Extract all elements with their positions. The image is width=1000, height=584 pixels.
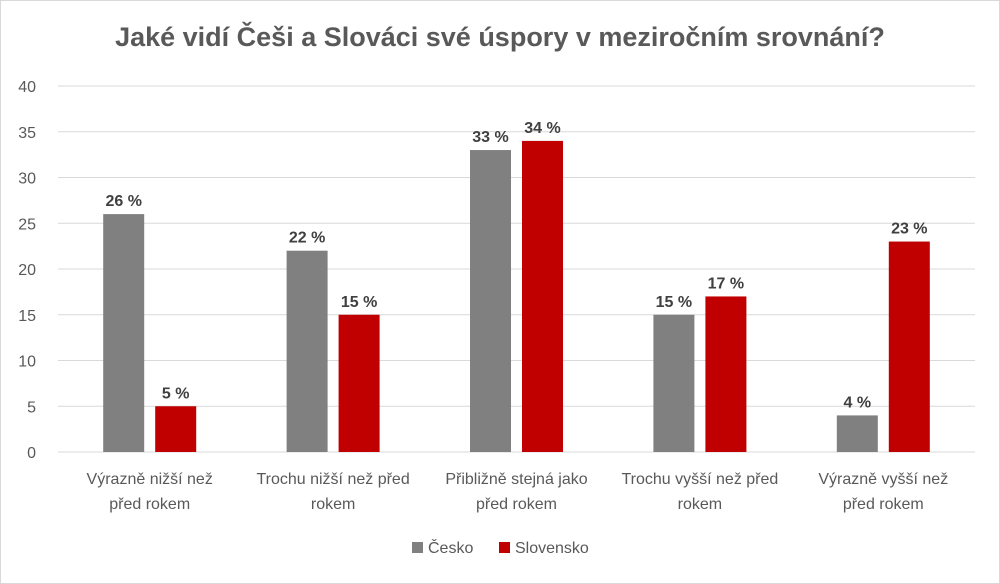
data-label: 34 %	[524, 120, 560, 137]
x-category-label: Trochu nižší než před	[256, 471, 409, 488]
data-label: 5 %	[162, 385, 190, 402]
x-axis-categories: Výrazně nižší než před rokem Trochu nižší …	[87, 471, 949, 513]
x-category-label: před rokem	[109, 496, 190, 513]
data-label: 17 %	[708, 275, 744, 292]
bar	[470, 150, 511, 453]
data-label: 33 %	[472, 129, 508, 146]
data-label: 26 %	[105, 193, 141, 210]
bar	[888, 241, 930, 452]
legend-label: Slovensko	[515, 540, 589, 557]
y-axis-ticks: 0 5 10 15 20 25 30 35 40	[18, 79, 36, 462]
x-category-label: Přibližně stejná jako	[445, 471, 587, 488]
y-tick-label: 30	[18, 171, 36, 188]
y-tick-label: 5	[27, 399, 36, 416]
x-category-label: rokem	[678, 496, 722, 513]
data-labels: 26 % 5 % 22 % 15 % 33 % 34 % 15 % 17 % 4 % 23 %	[105, 120, 927, 412]
x-category-label: Trochu vyšší než před	[621, 471, 778, 488]
data-label: 23 %	[891, 221, 927, 238]
bar	[286, 250, 328, 452]
x-category-label: rokem	[311, 496, 355, 513]
y-tick-label: 40	[18, 79, 36, 96]
x-category-label: před rokem	[843, 496, 924, 513]
x-category-label: Výrazně vyšší než	[818, 471, 948, 488]
y-tick-label: 0	[27, 445, 36, 462]
data-label: 15 %	[341, 294, 377, 311]
legend-swatch	[412, 542, 423, 553]
bar	[103, 214, 145, 452]
bar	[522, 140, 563, 452]
data-label: 15 %	[656, 294, 692, 311]
y-tick-label: 25	[18, 216, 36, 233]
y-tick-label: 35	[18, 125, 36, 142]
legend: Česko Slovensko	[412, 538, 589, 557]
bar	[836, 415, 878, 452]
gridlines	[58, 85, 975, 453]
bar	[338, 314, 380, 452]
bars	[103, 140, 930, 453]
x-category-label: Výrazně nižší než	[87, 471, 213, 488]
data-label: 22 %	[289, 230, 325, 247]
bar	[653, 314, 695, 452]
data-label: 4 %	[844, 394, 872, 411]
bar	[155, 406, 197, 452]
y-tick-label: 15	[18, 308, 36, 325]
legend-swatch	[499, 542, 510, 553]
x-category-label: před rokem	[476, 496, 557, 513]
y-tick-label: 10	[18, 354, 36, 371]
chart-title: Jaké vidí Češi a Slováci své úspory v me…	[115, 22, 885, 52]
bar	[705, 296, 747, 452]
y-tick-label: 20	[18, 262, 36, 279]
legend-label: Česko	[428, 538, 473, 557]
